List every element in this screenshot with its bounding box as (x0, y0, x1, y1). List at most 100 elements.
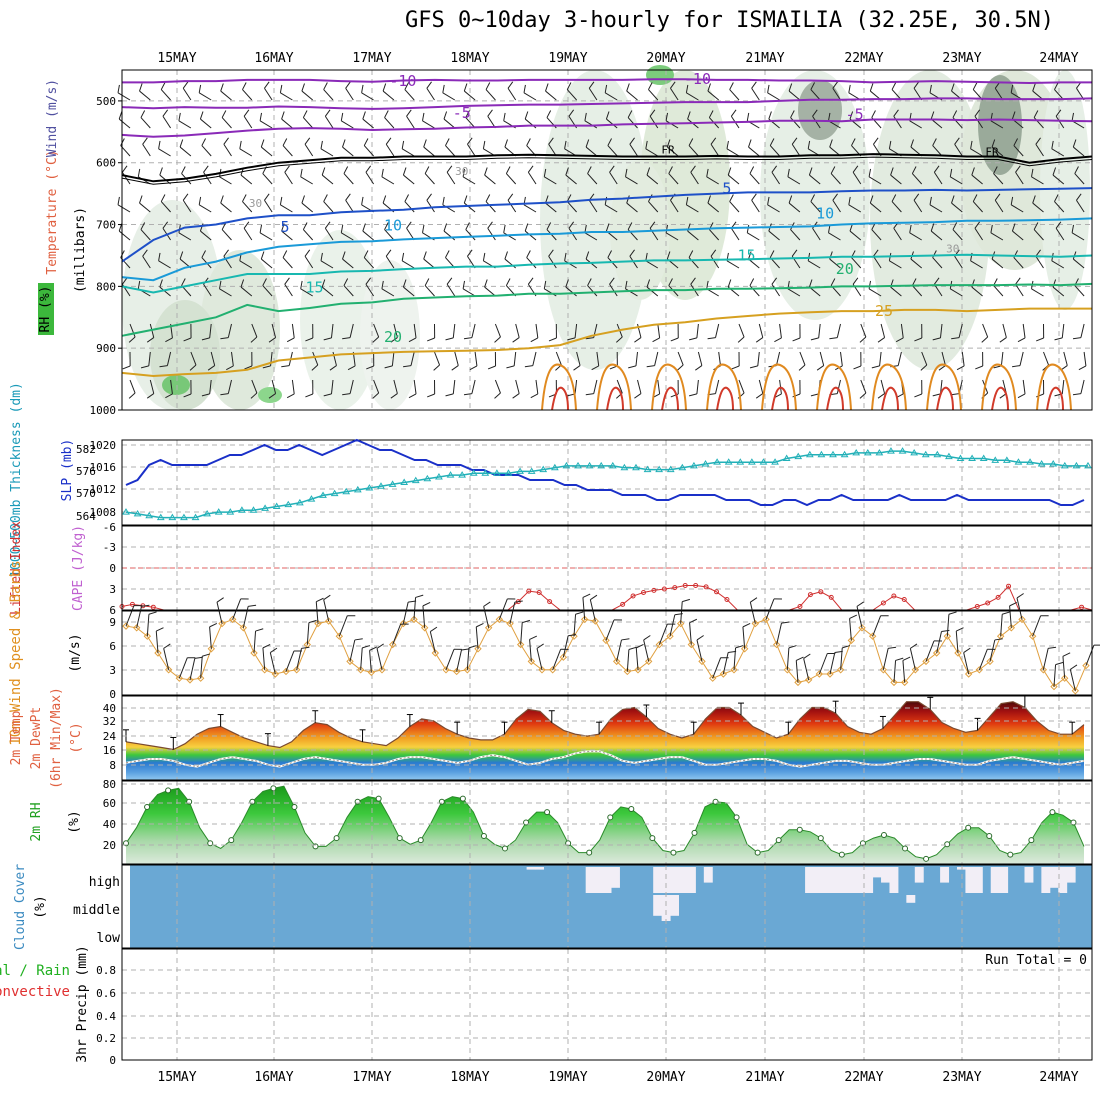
wind-barb (627, 117, 638, 129)
wind-barb-feather (1036, 393, 1044, 398)
wind-barb-feather (652, 337, 660, 343)
wind-barb-feather (117, 84, 120, 93)
wind-barb (149, 379, 155, 394)
wind-barb (243, 228, 253, 241)
wind-barb-feather (567, 337, 576, 341)
temperature-line (125, 701, 1085, 751)
thickness-axis-label: 1000~500mb Thickness (dm) (9, 382, 24, 578)
lifted-index-marker (703, 584, 709, 590)
thickness-marker (898, 447, 907, 454)
wind-barb (1063, 351, 1068, 366)
thickness-marker (1049, 460, 1058, 467)
wind-speed-marker (932, 649, 941, 657)
wind-barb-feather (159, 365, 168, 368)
lifted-index-marker (641, 590, 647, 595)
surface-wind-barbs (125, 593, 1100, 691)
wind-barb-feather (746, 224, 750, 233)
wind-barb (771, 172, 781, 185)
thickness-marker (678, 463, 687, 471)
wind-barb (646, 174, 659, 185)
wind-barb-feather (140, 365, 149, 369)
date-label-top: 15MAY (157, 51, 196, 66)
wind-barb-feather (160, 82, 166, 90)
isotherm-25 (121, 307, 1092, 378)
wind-barb (160, 89, 171, 101)
wind-speed-marker (698, 657, 706, 666)
wind-barb-feather (849, 111, 854, 120)
wind-barb (343, 285, 354, 297)
precip-axis-label: 3hr Precip (mm) (75, 945, 90, 1062)
contour-label: 30 (249, 197, 262, 210)
wind-barb (259, 120, 273, 129)
wind-barb (291, 323, 295, 338)
wind-barb (974, 116, 984, 129)
wind-speed-marker (378, 666, 386, 674)
wind-barb-feather (929, 84, 932, 93)
wind-barb-feather (120, 250, 125, 258)
wind-barb (902, 660, 906, 683)
wind-speed-marker (442, 666, 450, 674)
wind-barb (148, 351, 151, 366)
wind-barb-feather (605, 223, 610, 232)
wind-barb-feather (807, 140, 811, 149)
pressure-tick-label: 600 (96, 157, 116, 170)
thickness-marker (377, 482, 385, 489)
wind-barb-feather (873, 249, 879, 257)
wind-barb-feather (685, 196, 689, 205)
wind-barb-feather (343, 166, 349, 174)
thickness-marker (805, 450, 814, 458)
wind-barb (680, 601, 683, 624)
wind-barb-feather (636, 643, 644, 649)
wind-barb (648, 201, 659, 213)
wind-barb (189, 658, 196, 680)
wind-speed-marker (367, 668, 376, 677)
millibars-axis-label: (millibars) (73, 207, 88, 293)
wind-barb-feather (920, 364, 928, 371)
wind-barb (585, 146, 598, 157)
wind-barb-feather (118, 111, 123, 120)
wind-barb (503, 232, 516, 241)
wind-barb (604, 92, 618, 101)
wind-speed-marker (559, 653, 568, 661)
wind-barb-feather (507, 193, 514, 201)
thickness-marker (133, 509, 142, 517)
wind-barb-feather (891, 194, 897, 202)
wind-barb-feather (1033, 222, 1039, 230)
thickness-marker (597, 461, 606, 469)
wind-barb (790, 117, 801, 129)
wind-barb (670, 88, 679, 101)
contour-30 (816, 363, 852, 411)
wind-barb (548, 144, 557, 157)
wind-speed-marker (239, 624, 248, 632)
cloud-cell-high (999, 867, 1009, 893)
cloud-cell-high (855, 867, 865, 893)
wind-barb-feather (189, 364, 197, 371)
wind-barb-feather (1013, 138, 1019, 146)
wind-barb (163, 648, 170, 670)
wind-barb-feather (643, 635, 651, 641)
wind-barb (566, 201, 577, 213)
date-label-top: 20MAY (646, 51, 685, 66)
thickness-marker (330, 489, 339, 497)
wind-barb-feather (749, 166, 755, 174)
wind-barb-feather (869, 195, 874, 204)
wind-barb (1051, 260, 1065, 269)
wind-barb (860, 379, 867, 394)
wind-barb (552, 649, 562, 670)
wind-barb-feather (1016, 593, 1024, 599)
wind-barb (909, 120, 922, 129)
wind-barb-feather (305, 337, 314, 342)
lifted-index-marker (150, 604, 156, 610)
wind-barb-feather (981, 336, 989, 343)
wind-barb-feather (956, 365, 965, 371)
wind-barb-feather (465, 222, 470, 230)
wind-barb-feather (1010, 196, 1014, 205)
wind-barb (118, 230, 131, 241)
contour-label: FR (985, 145, 999, 158)
wind-barb-feather (851, 138, 856, 146)
wind-barb (401, 260, 415, 269)
wind-barb (227, 323, 232, 338)
wind-barb-feather (871, 365, 880, 369)
wind-barb-feather (286, 393, 295, 399)
wind-barb-feather (321, 167, 326, 176)
